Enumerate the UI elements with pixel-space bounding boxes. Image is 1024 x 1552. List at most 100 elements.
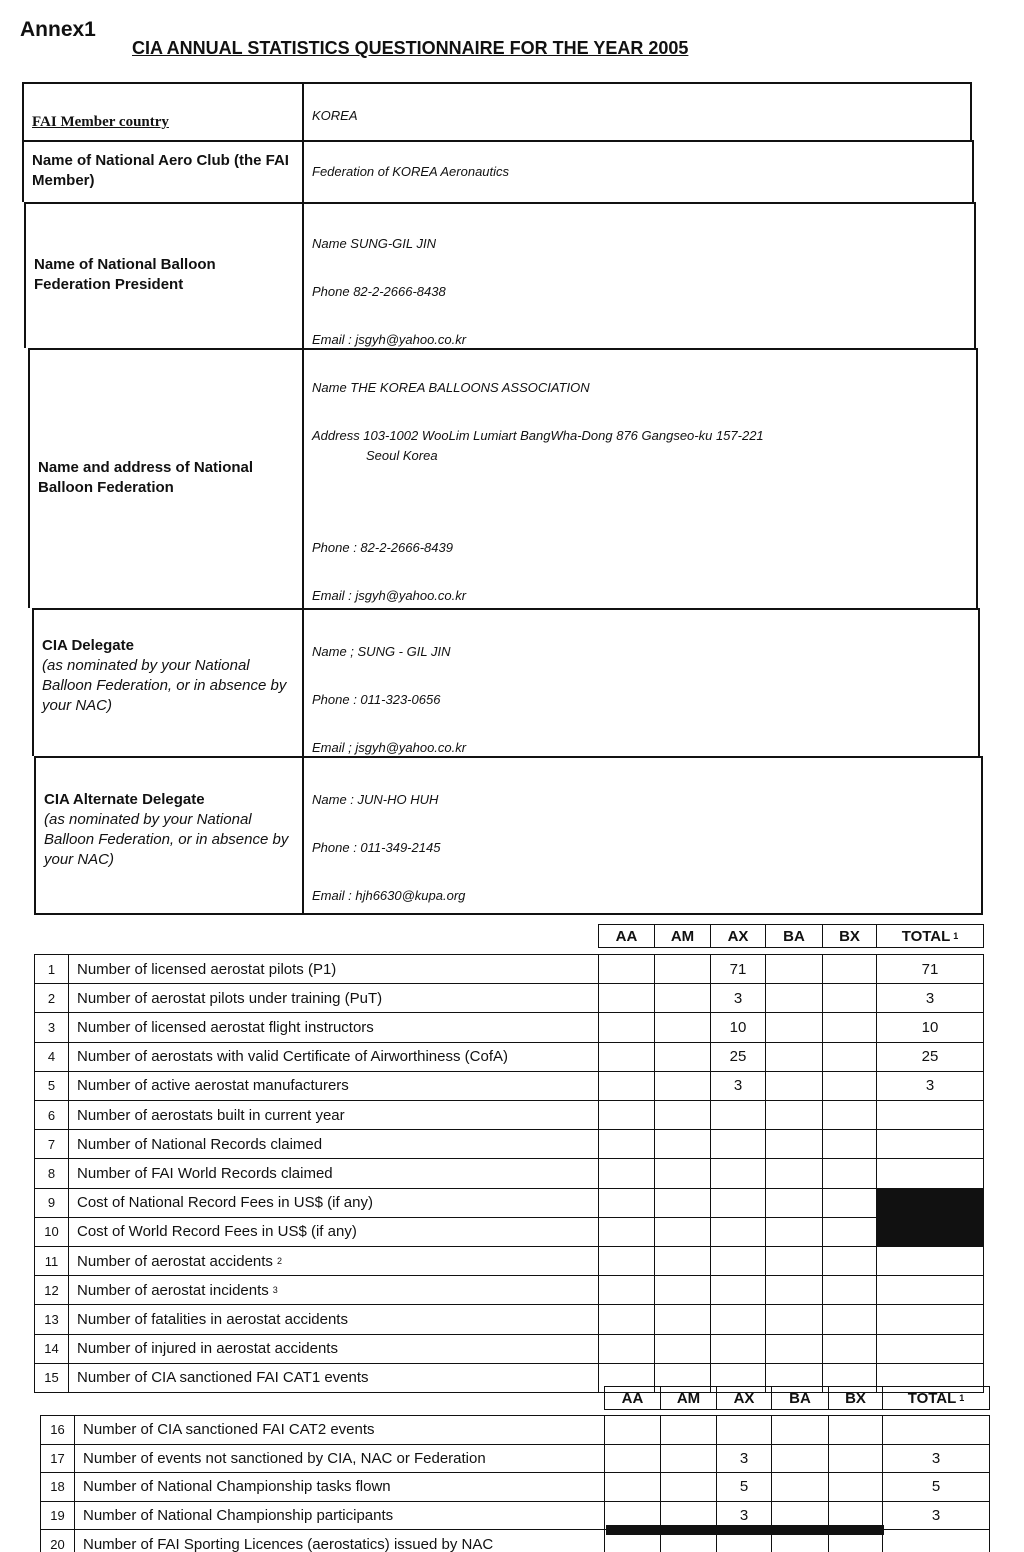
value-cell-ba[interactable] <box>765 1304 823 1335</box>
value-cell-bx[interactable] <box>822 983 877 1014</box>
value-cell-ba[interactable] <box>771 1415 829 1445</box>
value-cell-bx[interactable] <box>828 1443 883 1474</box>
value-cell-total[interactable] <box>882 1529 990 1552</box>
value-cell-aa[interactable] <box>604 1443 661 1474</box>
value-cell-ax[interactable]: 5 <box>716 1472 772 1502</box>
value-cell-bx[interactable] <box>822 1012 877 1043</box>
value-cell-am[interactable] <box>660 1415 717 1445</box>
value-cell-total[interactable]: 3 <box>876 983 984 1014</box>
value-cell-am[interactable] <box>654 1333 711 1364</box>
value-cell-aa[interactable] <box>598 1304 655 1335</box>
value-cell-ax[interactable]: 3 <box>710 1070 766 1101</box>
value-cell-bx[interactable] <box>822 1041 877 1072</box>
value-cell-am[interactable] <box>660 1472 717 1502</box>
value-cell-total[interactable] <box>876 1100 984 1131</box>
value-cell-total[interactable]: 3 <box>882 1500 990 1531</box>
value-cell-am[interactable] <box>654 1246 711 1277</box>
value-cell-am[interactable] <box>660 1443 717 1474</box>
value-cell-bx[interactable] <box>822 1070 877 1101</box>
value-cell-am[interactable] <box>654 1041 711 1072</box>
value-cell-total[interactable] <box>876 1129 984 1160</box>
value-cell-bx[interactable] <box>822 1216 877 1247</box>
value-cell-ba[interactable] <box>765 1041 823 1072</box>
value-cell-ax[interactable] <box>710 1129 766 1160</box>
value-cell-ax[interactable]: 10 <box>710 1012 766 1043</box>
value-cell-bx[interactable] <box>822 1158 877 1189</box>
value-cell-aa[interactable] <box>598 1333 655 1364</box>
value-cell-ba[interactable] <box>771 1472 829 1502</box>
value-cell-total[interactable] <box>876 1275 984 1306</box>
value-cell-ax[interactable] <box>710 1100 766 1131</box>
value-cell-total[interactable]: 10 <box>876 1012 984 1043</box>
value-cell-am[interactable] <box>654 1216 711 1247</box>
value-cell-ba[interactable] <box>765 1333 823 1364</box>
value-cell-aa[interactable] <box>598 1012 655 1043</box>
value-cell-aa[interactable] <box>598 1275 655 1306</box>
value-cell-aa[interactable] <box>598 1158 655 1189</box>
value-cell-ax[interactable] <box>710 1246 766 1277</box>
value-cell-ax[interactable]: 3 <box>716 1443 772 1474</box>
value-cell-ba[interactable] <box>765 1070 823 1101</box>
value-cell-total[interactable] <box>876 1304 984 1335</box>
value-cell-ba[interactable] <box>765 1246 823 1277</box>
value-cell-ba[interactable] <box>765 1158 823 1189</box>
value-cell-aa[interactable] <box>598 1041 655 1072</box>
value-cell-ax[interactable] <box>710 1216 766 1247</box>
value-cell-aa[interactable] <box>598 1100 655 1131</box>
value-cell-ax[interactable] <box>710 1333 766 1364</box>
value-cell-total[interactable] <box>882 1415 990 1445</box>
value-cell-bx[interactable] <box>822 1304 877 1335</box>
value-cell-ba[interactable] <box>765 1100 823 1131</box>
value-cell-aa[interactable] <box>604 1415 661 1445</box>
value-cell-aa[interactable] <box>598 1129 655 1160</box>
value-cell-ax[interactable]: 71 <box>710 954 766 985</box>
value-cell-ax[interactable] <box>710 1304 766 1335</box>
value-cell-total[interactable]: 3 <box>882 1443 990 1474</box>
value-cell-ax[interactable] <box>716 1415 772 1445</box>
value-cell-am[interactable] <box>654 1070 711 1101</box>
value-cell-total[interactable] <box>876 1333 984 1364</box>
value-cell-ba[interactable] <box>765 1275 823 1306</box>
value-cell-aa[interactable] <box>604 1472 661 1502</box>
value-cell-ba[interactable] <box>765 1012 823 1043</box>
value-cell-bx[interactable] <box>822 954 877 985</box>
value-cell-total[interactable] <box>876 1158 984 1189</box>
value-cell-aa[interactable] <box>598 954 655 985</box>
value-cell-am[interactable] <box>654 1012 711 1043</box>
value-cell-am[interactable] <box>654 1275 711 1306</box>
value-cell-total[interactable]: 5 <box>882 1472 990 1502</box>
value-cell-ba[interactable] <box>765 983 823 1014</box>
value-cell-bx[interactable] <box>828 1472 883 1502</box>
value-cell-ba[interactable] <box>765 1187 823 1218</box>
value-cell-ba[interactable] <box>765 954 823 985</box>
value-cell-bx[interactable] <box>822 1129 877 1160</box>
value-cell-bx[interactable] <box>822 1187 877 1218</box>
value-cell-aa[interactable] <box>598 983 655 1014</box>
value-cell-ax[interactable]: 3 <box>710 983 766 1014</box>
value-cell-ba[interactable] <box>765 1216 823 1247</box>
value-cell-am[interactable] <box>654 954 711 985</box>
value-cell-bx[interactable] <box>822 1333 877 1364</box>
value-cell-ax[interactable]: 25 <box>710 1041 766 1072</box>
value-cell-am[interactable] <box>654 1304 711 1335</box>
value-cell-am[interactable] <box>654 1129 711 1160</box>
value-cell-ax[interactable] <box>710 1158 766 1189</box>
value-cell-am[interactable] <box>654 983 711 1014</box>
value-cell-total[interactable] <box>876 1246 984 1277</box>
value-cell-ax[interactable] <box>710 1187 766 1218</box>
value-cell-total[interactable]: 71 <box>876 954 984 985</box>
value-cell-ba[interactable] <box>765 1129 823 1160</box>
value-cell-total[interactable]: 25 <box>876 1041 984 1072</box>
value-cell-am[interactable] <box>654 1158 711 1189</box>
value-cell-total[interactable]: 3 <box>876 1070 984 1101</box>
value-cell-bx[interactable] <box>822 1246 877 1277</box>
value-cell-aa[interactable] <box>598 1187 655 1218</box>
value-cell-aa[interactable] <box>598 1070 655 1101</box>
value-cell-bx[interactable] <box>822 1275 877 1306</box>
value-cell-bx[interactable] <box>822 1100 877 1131</box>
value-cell-ba[interactable] <box>771 1443 829 1474</box>
value-cell-ax[interactable] <box>710 1275 766 1306</box>
value-cell-total[interactable] <box>876 1362 984 1393</box>
value-cell-am[interactable] <box>654 1187 711 1218</box>
value-cell-aa[interactable] <box>598 1216 655 1247</box>
